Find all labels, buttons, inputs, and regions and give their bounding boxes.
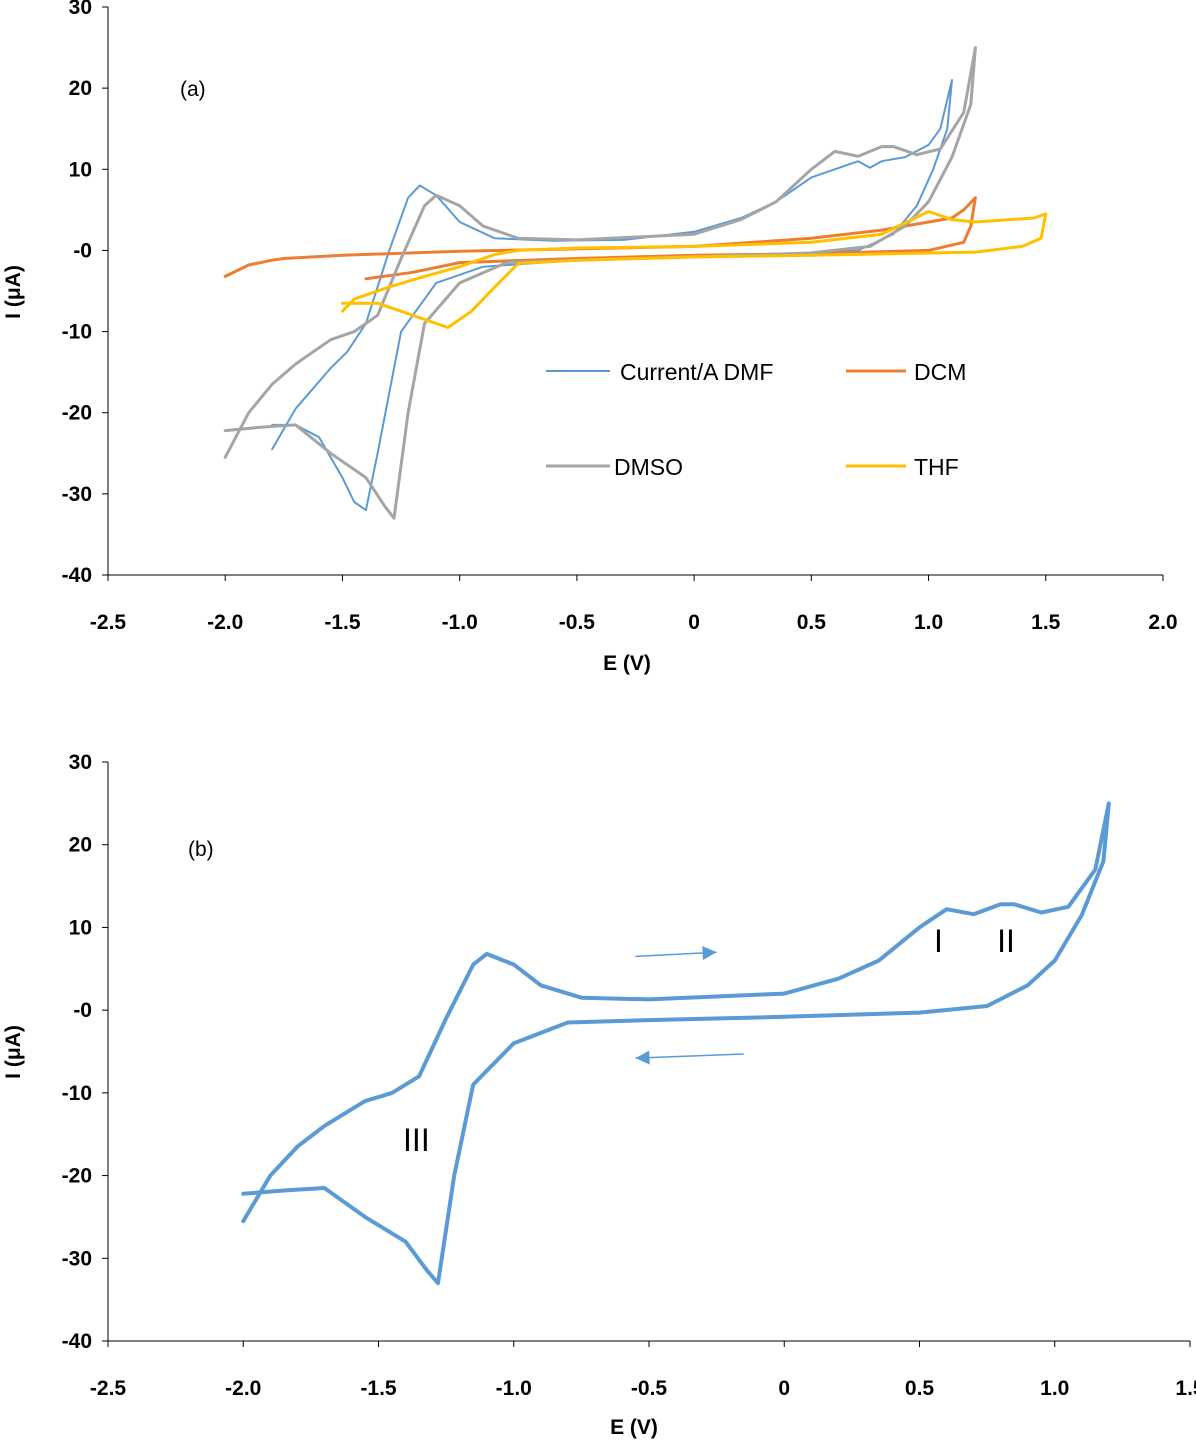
- panel-a-legend: Current/A DMF DCM DMSO THF: [546, 359, 966, 480]
- y-tick-label: 20: [69, 77, 92, 100]
- x-tick-label: -2.0: [225, 1377, 261, 1400]
- legend-label-dmf: Current/A DMF: [620, 359, 773, 385]
- y-tick-label: -20: [62, 1165, 92, 1188]
- y-tick-label: -30: [62, 483, 92, 506]
- x-tick-label: -0.5: [631, 1377, 668, 1400]
- y-tick-label: -10: [62, 1082, 92, 1105]
- x-tick-label: -1.5: [324, 611, 361, 634]
- x-tick-label: 1.5: [1031, 611, 1061, 634]
- panel-b-chart: -2.5 -2.0 -1.5 -1.0 -0.5 0 0.5 1.0 1.5 30 20 10 -0 -1…: [2, 751, 1196, 1439]
- panel-b-scan-arrows: [635, 945, 744, 1065]
- x-tick-label: 0: [778, 1377, 790, 1400]
- series-line-dmso: [223, 46, 977, 520]
- x-tick-label: 1.0: [1040, 1377, 1069, 1400]
- legend-label-dmso: DMSO: [614, 454, 683, 480]
- panel-a-y-axis-label: I (μA): [2, 265, 25, 319]
- panel-b-x-axis-label: E (V): [610, 1416, 658, 1439]
- series-line-thf: [340, 210, 1048, 329]
- panel-a-ticks: -2.5 -2.0 -1.5 -1.0 -0.5 0 0.5 1.0 1.5 2.0 30 20 10 -…: [62, 0, 1178, 634]
- x-tick-label: 0.5: [905, 1377, 935, 1400]
- x-tick-label: -1.0: [442, 611, 478, 634]
- y-tick-label: -10: [62, 321, 92, 344]
- y-tick-label: -40: [62, 1330, 92, 1353]
- legend-label-thf: THF: [914, 454, 959, 480]
- x-tick-label: -1.5: [360, 1377, 397, 1400]
- panel-b-ticks: -2.5 -2.0 -1.5 -1.0 -0.5 0 0.5 1.0 1.5 30 20 10 -0 -1…: [62, 751, 1196, 1400]
- y-tick-label: -40: [62, 564, 92, 587]
- x-tick-label: -2.5: [90, 1377, 127, 1400]
- x-tick-label: 0: [688, 611, 700, 634]
- y-tick-label: 30: [69, 0, 92, 19]
- x-tick-label: 0.5: [797, 611, 827, 634]
- panel-a-curves: [223, 46, 1048, 520]
- x-tick-label: 1.0: [914, 611, 943, 634]
- y-tick-label: -30: [62, 1247, 92, 1270]
- x-tick-label: -1.0: [496, 1377, 532, 1400]
- scan-arrowhead-left: [635, 1050, 650, 1065]
- x-tick-label: 2.0: [1148, 611, 1177, 634]
- panel-b-label: (b): [188, 838, 214, 861]
- peak-label: III: [403, 1122, 430, 1158]
- x-tick-label: -2.0: [207, 611, 243, 634]
- x-tick-label: -0.5: [559, 611, 596, 634]
- panel-a-chart: -2.5 -2.0 -1.5 -1.0 -0.5 0 0.5 1.0 1.5 2.0 30 20 10 -…: [2, 0, 1178, 675]
- panel-a-x-axis-label: E (V): [603, 652, 651, 675]
- panel-a-label: (a): [180, 78, 206, 101]
- panel-b-curves: [241, 801, 1111, 1286]
- x-tick-label: 1.5: [1175, 1377, 1196, 1400]
- y-tick-label: -20: [62, 402, 92, 425]
- legend-label-dcm: DCM: [914, 359, 966, 385]
- peak-label: I: [934, 923, 943, 959]
- y-tick-label: 10: [69, 916, 92, 939]
- y-tick-label: 10: [69, 158, 92, 181]
- y-tick-label: -0: [73, 239, 92, 262]
- series-line-dcm: [223, 196, 977, 281]
- y-tick-label: 30: [69, 751, 92, 774]
- scan-arrow-left: [635, 1053, 744, 1059]
- series-line-cv: [241, 801, 1111, 1286]
- peak-label: II: [997, 923, 1015, 959]
- series-line-current-a-dmf: [271, 79, 953, 512]
- y-tick-label: -0: [73, 999, 92, 1022]
- y-tick-label: 20: [69, 834, 92, 857]
- x-tick-label: -2.5: [90, 611, 127, 634]
- panel-b-y-axis-label: I (μA): [2, 1025, 25, 1079]
- scan-arrowhead-right: [702, 945, 717, 960]
